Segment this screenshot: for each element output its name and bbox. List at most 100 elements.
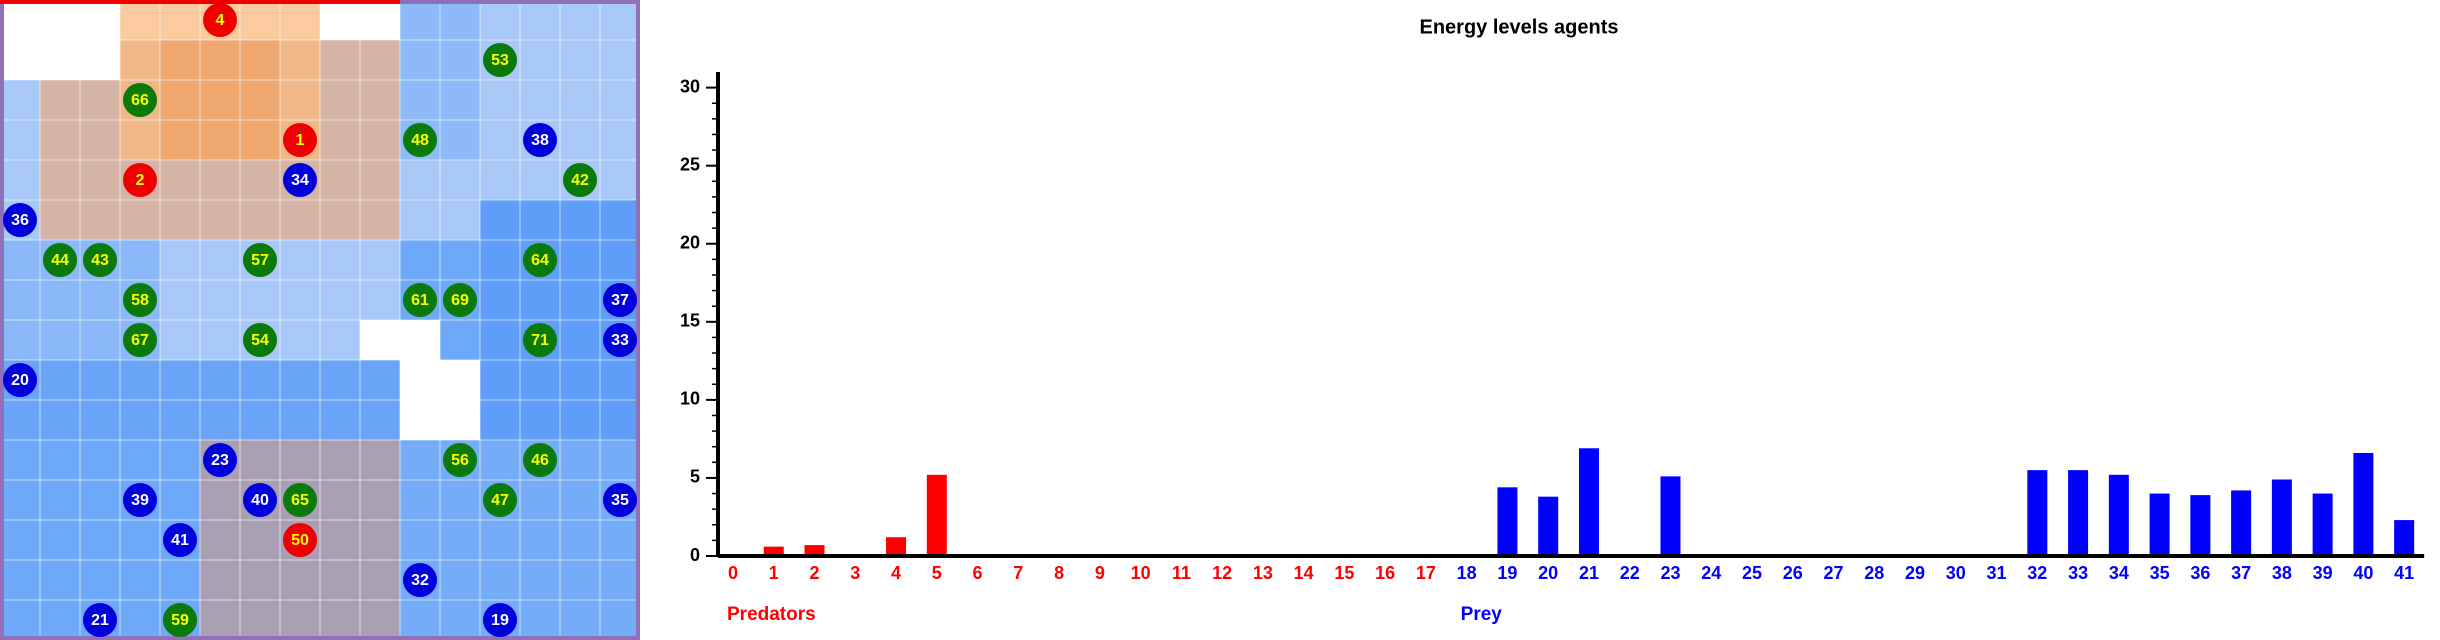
agent [243, 243, 277, 277]
agent-label: 53 [491, 52, 509, 69]
agent [243, 483, 277, 517]
agent [283, 483, 317, 517]
bar [2068, 470, 2089, 556]
agent [283, 523, 317, 557]
x-tick-label: 32 [2027, 563, 2047, 583]
agent-label: 64 [531, 252, 549, 269]
agent-label: 23 [211, 452, 229, 469]
x-tick-label: 15 [1334, 563, 1354, 583]
agent-label: 35 [611, 492, 629, 509]
bar [763, 546, 784, 556]
agent-label: 65 [291, 492, 309, 509]
cell-region [0, 0, 120, 80]
agent-label: 1 [296, 132, 305, 149]
bar [2190, 495, 2211, 556]
cell-region [360, 320, 440, 360]
bar [2353, 452, 2374, 556]
x-tick-label: 11 [1172, 563, 1191, 583]
x-tick-label: 14 [1294, 563, 1314, 583]
agent [163, 523, 197, 557]
x-tick-label: 3 [850, 563, 860, 583]
agent-label: 40 [251, 492, 269, 509]
agent-label: 21 [91, 612, 109, 629]
y-tick-label: 20 [680, 232, 700, 252]
agent [83, 243, 117, 277]
agent [443, 283, 477, 317]
agent-label: 36 [11, 212, 29, 229]
agent [403, 563, 437, 597]
agent [123, 483, 157, 517]
x-tick-label: 22 [1620, 563, 1640, 583]
x-tick-label: 1 [769, 563, 779, 583]
agents: 4 53 66 1 48 38 2 34 42 36 44 43 57 64 58 61 69 37 67 54 71 3… [3, 3, 637, 637]
agent-label: 54 [251, 332, 269, 349]
bar [886, 537, 907, 556]
x-tick-label: 41 [2394, 563, 2414, 583]
agent [443, 443, 477, 477]
x-tick-label: 40 [2353, 563, 2373, 583]
x-tick-label: 2 [810, 563, 820, 583]
y-tick-label: 10 [680, 389, 700, 409]
agent-label: 67 [131, 332, 149, 349]
x-tick-label: 4 [891, 563, 901, 583]
x-tick-label: 0 [728, 563, 738, 583]
x-tick-label: 17 [1416, 563, 1436, 583]
x-tick-label: 30 [1946, 563, 1966, 583]
agent-label: 56 [451, 452, 469, 469]
agent [123, 83, 157, 117]
y-tick-label: 15 [680, 311, 700, 331]
bar [1578, 448, 1599, 556]
x-tick-label: 25 [1742, 563, 1762, 583]
x-tick-label: 38 [2272, 563, 2292, 583]
bar [1538, 496, 1559, 556]
x-tick-label: 13 [1253, 563, 1273, 583]
bar [1497, 487, 1518, 556]
agent [403, 123, 437, 157]
agent [603, 283, 637, 317]
cell-region [400, 440, 640, 640]
agent-label: 57 [251, 252, 269, 269]
x-tick-label: 24 [1701, 563, 1721, 583]
agent-label: 32 [411, 572, 429, 589]
x-tick-label: 29 [1905, 563, 1925, 583]
agent-label: 71 [531, 332, 549, 349]
x-tick-label: 28 [1864, 563, 1884, 583]
x-tick-label: 39 [2313, 563, 2333, 583]
x-tick-label: 8 [1054, 563, 1064, 583]
agent-label: 34 [291, 172, 309, 189]
y-tick-label: 25 [680, 154, 700, 174]
agent [563, 163, 597, 197]
cell-region [400, 360, 480, 440]
agent [83, 603, 117, 637]
y-tick-label: 30 [680, 76, 700, 96]
agent [483, 603, 517, 637]
bar [926, 474, 947, 556]
x-tick-label: 33 [2068, 563, 2088, 583]
agent-label: 42 [571, 172, 589, 189]
x-tick-label: 21 [1579, 563, 1599, 583]
bar [2394, 520, 2415, 556]
agent [3, 203, 37, 237]
agent-label: 59 [171, 612, 189, 629]
agent [523, 243, 557, 277]
agent [243, 323, 277, 357]
x-tick-label: 16 [1375, 563, 1395, 583]
cell-region [0, 360, 400, 440]
cell-region [480, 200, 640, 440]
bar [2149, 493, 2170, 556]
agent-label: 47 [491, 492, 509, 509]
agent [523, 443, 557, 477]
x-tick-label: 6 [973, 563, 983, 583]
agent [603, 323, 637, 357]
x-tick-label: 36 [2190, 563, 2210, 583]
agent [123, 163, 157, 197]
agent [43, 243, 77, 277]
agent [283, 163, 317, 197]
x-tick-label: 26 [1783, 563, 1803, 583]
x-tick-label: 31 [1987, 563, 2007, 583]
x-tick-label: 9 [1095, 563, 1105, 583]
agent [523, 123, 557, 157]
agent-label: 2 [136, 172, 145, 189]
x-tick-label: 19 [1497, 563, 1517, 583]
